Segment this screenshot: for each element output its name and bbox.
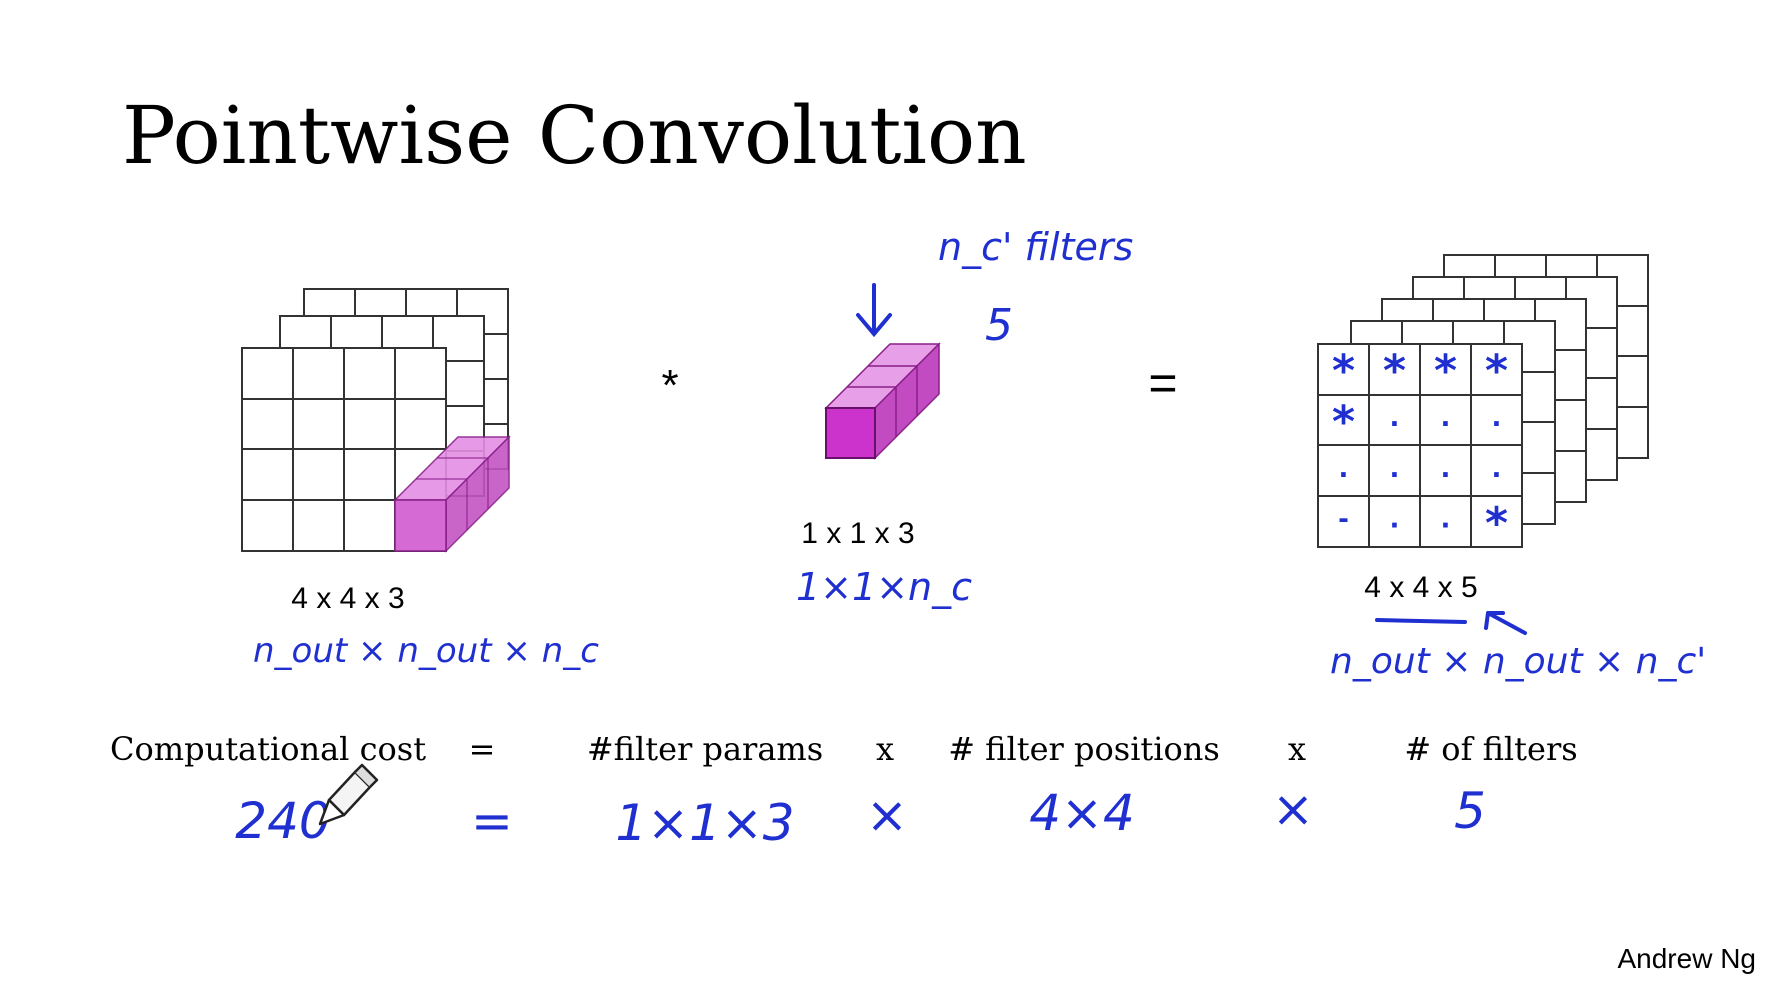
output-volume: [1317, 254, 1649, 548]
slide-title: Pointwise Convolution: [122, 89, 1027, 182]
filter-top-hand-label: n_c' filters: [938, 225, 1133, 269]
filter-dims-label: 1 x 1 x 3: [801, 517, 914, 550]
filter-positions-label: # filter positions: [948, 730, 1220, 768]
output-cell-mark: .: [1492, 454, 1502, 484]
output-cell-mark: .: [1492, 403, 1502, 433]
output-layer-front: [1317, 343, 1523, 548]
cost-row: Computational cost = #filter params x # …: [110, 730, 1578, 768]
cost-times-1: x: [876, 730, 894, 768]
output-cell-marks: * * * **...... .-.. *: [1332, 346, 1508, 549]
filter-arrow-icon: [856, 283, 892, 338]
output-dims-label: 4 x 4 x 5: [1364, 571, 1477, 604]
cost-times-2: x: [1288, 730, 1306, 768]
filter-params-label: #filter params: [587, 730, 823, 768]
hand-equals: =: [471, 792, 513, 850]
input-highlight-column: [393, 435, 511, 553]
author-credit: Andrew Ng: [1617, 943, 1756, 974]
output-cell-mark: -: [1338, 505, 1349, 535]
num-filters-label: # of filters: [1404, 730, 1577, 768]
cost-equals: =: [469, 730, 496, 768]
conv-operator: *: [661, 361, 678, 410]
output-cell-mark: .: [1339, 454, 1349, 484]
filter-hand-label: 1×1×n_c: [796, 565, 972, 609]
output-cell-mark: *: [1383, 346, 1406, 397]
hand-times-2: ×: [1272, 780, 1314, 838]
filter-count-hand: 5: [985, 300, 1013, 351]
underline-stroke: [1375, 618, 1467, 624]
output-cell-mark: .: [1441, 403, 1451, 433]
filters-value-hand: 5: [1454, 782, 1486, 840]
equals-operator: =: [1148, 355, 1177, 411]
hand-row: 240 = 1×1×3 × 4×4 × 5: [235, 780, 1486, 852]
positions-value-hand: 4×4: [1029, 784, 1135, 842]
cost-label: Computational cost: [110, 730, 426, 768]
pen-cursor-icon: [318, 763, 379, 826]
output-cell-mark: .: [1390, 454, 1400, 484]
params-value-hand: 1×1×3: [615, 794, 794, 852]
output-cell-mark: *: [1332, 346, 1355, 397]
output-cell-mark: *: [1485, 346, 1508, 397]
input-hand-label: n_out × n_out × n_c: [253, 631, 599, 671]
output-cell-mark: .: [1390, 403, 1400, 433]
output-cell-mark: .: [1441, 454, 1451, 484]
cost-value-hand: 240: [235, 792, 330, 850]
output-annotation-strokes: [1375, 611, 1527, 635]
filter-cube: [824, 342, 941, 460]
input-volume: [241, 288, 511, 553]
output-cell-mark: *: [1434, 346, 1457, 397]
pointer-arrow-icon: [1484, 611, 1527, 635]
output-cell-mark: .: [1441, 505, 1451, 535]
output-cell-mark: *: [1332, 396, 1355, 447]
output-cell-mark: *: [1485, 498, 1508, 549]
input-dims-label: 4 x 4 x 3: [291, 582, 404, 615]
hand-times-1: ×: [866, 786, 908, 844]
output-cell-mark: .: [1390, 505, 1400, 535]
output-hand-label: n_out × n_out × n_c': [1330, 641, 1706, 682]
